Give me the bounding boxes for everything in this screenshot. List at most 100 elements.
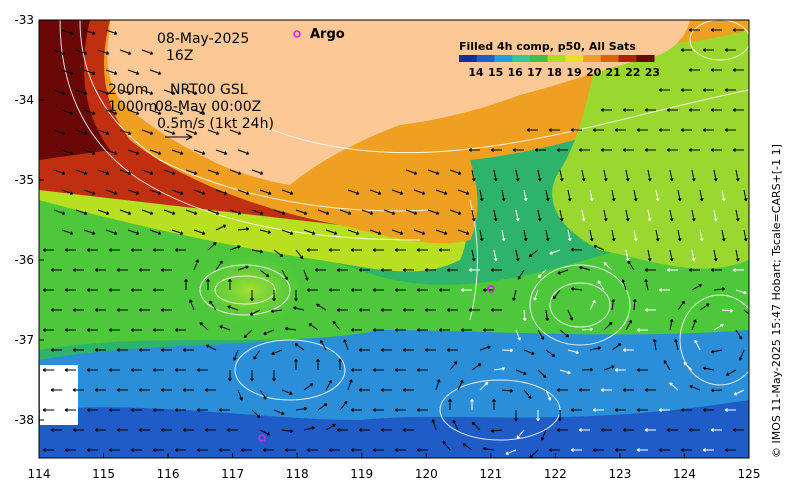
- current-arrow: [251, 169, 264, 175]
- current-arrow: [207, 242, 217, 251]
- current-arrow: [603, 321, 613, 331]
- current-arrow: [501, 388, 514, 393]
- current-arrow: [328, 288, 340, 292]
- current-arrow: [160, 308, 172, 312]
- scale-arrow: [165, 133, 193, 141]
- current-arrow: [713, 249, 718, 262]
- current-arrow: [479, 229, 484, 242]
- current-arrow: [251, 409, 261, 419]
- current-arrow: [141, 169, 154, 175]
- current-arrow: [141, 89, 154, 95]
- current-arrow: [515, 169, 520, 182]
- current-arrow: [116, 428, 128, 432]
- current-arrow: [611, 343, 622, 351]
- current-arrow: [515, 249, 520, 262]
- current-arrow: [636, 408, 648, 412]
- current-arrow: [294, 290, 298, 302]
- current-arrow: [218, 448, 230, 452]
- current-arrow: [196, 408, 208, 412]
- current-arrow: [600, 108, 612, 112]
- current-arrow: [405, 209, 418, 215]
- current-arrow: [721, 308, 734, 313]
- current-arrow: [652, 338, 657, 351]
- current-arrow: [490, 428, 503, 433]
- current-arrow: [108, 248, 120, 252]
- current-arrow: [581, 209, 586, 222]
- current-arrow: [83, 229, 96, 235]
- current-arrow: [160, 348, 172, 352]
- colorbar-label: 17: [527, 66, 542, 79]
- current-arrow: [647, 209, 652, 222]
- current-arrow: [50, 348, 62, 352]
- current-arrow: [259, 429, 271, 436]
- current-arrow: [86, 448, 98, 452]
- x-axis-ticks: 114 115 116 117 118 119 120 121 122 123 124 125: [28, 453, 760, 481]
- current-arrow: [721, 229, 726, 242]
- current-arrow: [281, 189, 294, 195]
- depth-200-label: 200m: [108, 82, 148, 98]
- current-arrow: [567, 309, 574, 321]
- current-arrow: [130, 408, 142, 412]
- current-arrow: [603, 365, 615, 371]
- current-arrow: [658, 448, 670, 452]
- current-arrow: [303, 269, 309, 281]
- scale-label: 0.5m/s (1kt 24h): [157, 116, 274, 132]
- current-arrow: [713, 323, 724, 331]
- current-arrow: [545, 189, 550, 202]
- current-arrow: [592, 128, 604, 132]
- current-arrow: [724, 48, 736, 52]
- argo-legend-label: Argo: [310, 27, 345, 42]
- colorbar-labels: 14 15 16 17 18 19 20 21 22 23: [468, 66, 660, 79]
- current-arrow: [336, 428, 348, 432]
- current-arrow: [627, 260, 635, 271]
- current-arrow: [402, 388, 414, 392]
- current-arrow: [50, 428, 62, 432]
- current-arrow: [688, 148, 700, 152]
- colorbar-swatch: [636, 55, 655, 62]
- colorbar-label: 21: [606, 66, 621, 79]
- current-arrow: [691, 319, 697, 331]
- current-arrow: [457, 229, 470, 235]
- current-arrow: [116, 308, 128, 312]
- current-arrow: [545, 389, 552, 401]
- current-arrow: [622, 428, 634, 432]
- current-arrow: [325, 379, 332, 391]
- current-arrow: [394, 328, 406, 332]
- current-arrow: [185, 89, 198, 95]
- current-arrow: [603, 262, 613, 271]
- current-arrow: [336, 268, 348, 272]
- current-arrow: [738, 349, 745, 361]
- current-arrow: [127, 69, 140, 75]
- colorbar-label: 22: [625, 66, 640, 79]
- current-arrow: [492, 398, 496, 410]
- current-arrow: [570, 408, 582, 412]
- current-arrow: [42, 288, 54, 292]
- current-arrow: [116, 268, 128, 272]
- current-arrow: [526, 128, 538, 132]
- current-arrow: [350, 408, 362, 412]
- current-arrow: [215, 189, 228, 195]
- current-arrow: [603, 209, 608, 222]
- current-arrow: [83, 29, 96, 35]
- y-tick-label: -34: [14, 93, 34, 107]
- current-arrow: [171, 109, 184, 115]
- current-arrow: [713, 287, 726, 291]
- current-arrow: [152, 288, 164, 292]
- current-arrow: [185, 209, 198, 215]
- current-arrow: [446, 268, 458, 272]
- current-arrow: [647, 249, 652, 262]
- current-arrow: [435, 189, 448, 195]
- x-tick-label: 120: [415, 467, 438, 481]
- current-arrow: [677, 229, 682, 242]
- current-arrow: [320, 339, 327, 351]
- current-arrow: [86, 408, 98, 412]
- current-arrow: [207, 169, 220, 175]
- current-arrow: [625, 169, 630, 182]
- current-arrow: [581, 327, 594, 332]
- current-arrow: [75, 89, 88, 95]
- current-arrow: [306, 288, 318, 292]
- current-arrow: [666, 108, 678, 112]
- current-arrow: [281, 269, 288, 281]
- current-arrow: [372, 328, 384, 332]
- current-arrow: [127, 149, 140, 155]
